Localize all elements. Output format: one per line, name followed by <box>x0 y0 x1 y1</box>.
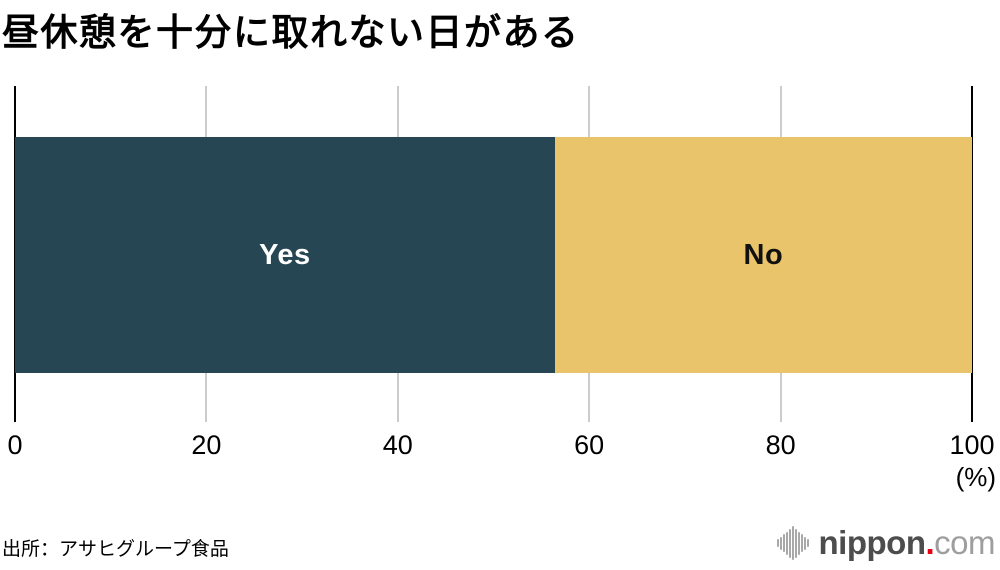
nippon-com-logo: nippon . com <box>776 520 995 566</box>
source-label: 出所：アサヒグループ食品 <box>2 539 229 560</box>
stacked-bar: Yes No <box>15 137 972 373</box>
logo-text-nippon: nippon <box>818 524 926 561</box>
chart-title: 昼休憩を十分に取れない日がある <box>2 12 580 53</box>
soundwave-bar <box>806 539 809 547</box>
bar-segment-yes: Yes <box>15 137 555 373</box>
logo-dot: . <box>925 524 935 561</box>
x-axis: 0 20 40 60 80 100 <box>7 430 994 464</box>
x-tick-label: 0 <box>7 430 23 460</box>
x-tick-label: 60 <box>574 430 605 460</box>
logo-text-com: com <box>934 524 995 561</box>
soundwave-bar <box>800 534 803 552</box>
plot-area: Yes No <box>14 86 973 422</box>
soundwave-bar <box>782 534 785 552</box>
x-tick-label: 80 <box>765 430 796 460</box>
soundwave-bar <box>779 536 782 550</box>
axis-unit-label: (%) <box>955 462 996 492</box>
soundwave-bar <box>788 528 791 558</box>
x-tick-label: 20 <box>191 430 222 460</box>
soundwave-icon <box>776 526 810 560</box>
soundwave-bar <box>803 536 806 550</box>
x-tick-label: 40 <box>382 430 413 460</box>
bar-segment-no: No <box>554 137 972 373</box>
soundwave-bar <box>785 531 788 555</box>
axis-line <box>971 86 973 422</box>
x-tick-label: 100 <box>949 430 995 460</box>
soundwave-bar <box>794 528 797 558</box>
soundwave-bar <box>791 526 794 560</box>
soundwave-bar <box>776 539 779 547</box>
soundwave-bar <box>797 531 800 555</box>
